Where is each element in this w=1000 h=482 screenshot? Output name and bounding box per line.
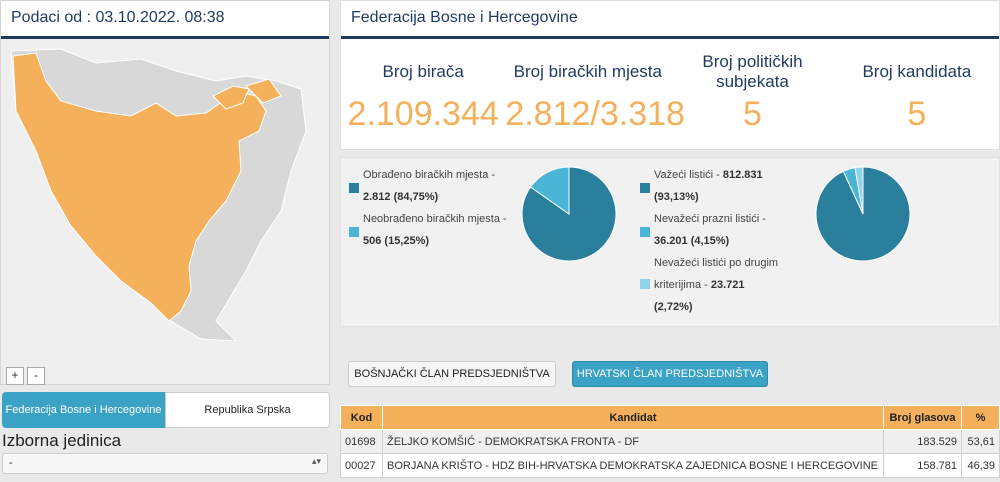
- electoral-unit-select[interactable]: - ▴▾: [2, 453, 328, 474]
- results-table: Kod Kandidat Broj glasova % 01698 ŽELJKO…: [340, 405, 1000, 478]
- col-header-percent[interactable]: %: [961, 405, 1000, 430]
- stat-value: 2.812/3.318: [505, 95, 685, 133]
- legend-empty-label: Nevažeći prazni listići -: [654, 213, 766, 225]
- stat-polling-stations: Broj biračkih mjesta 2.812/3.318: [505, 49, 685, 134]
- legend-processed-value: 2.812 (84,75%): [363, 191, 439, 203]
- cell-percent: 53,61: [961, 429, 1000, 454]
- legend-processed-label: Obrađeno biračkih mjesta -: [363, 169, 496, 181]
- legend-swatch-empty: [640, 227, 650, 237]
- legend-swatch-valid: [640, 183, 650, 193]
- legend-valid-label: Važeći listići - 812.831: [654, 169, 763, 181]
- cell-code: 00027: [340, 453, 383, 478]
- stat-value: 2.109.344: [347, 95, 499, 133]
- stat-label: Broj kandidata: [862, 62, 972, 81]
- processing-panel: Obrađeno biračkih mjesta - 2.812 (84,75%…: [340, 157, 1000, 327]
- cell-percent: 46,39: [961, 453, 1000, 478]
- pie-slice-unprocessed: [529, 166, 570, 215]
- legend-valid-pct: (93,13%): [654, 191, 699, 203]
- stat-candidates: Broj kandidata 5: [835, 49, 999, 134]
- stat-voters: Broj birača 2.109.344: [341, 49, 505, 134]
- legend-swatch-processed: [349, 183, 359, 193]
- bih-map[interactable]: [1, 41, 329, 341]
- tab-fbih[interactable]: Federacija Bosne i Hercegovine: [2, 392, 165, 428]
- stat-political-subjects: Broj političkih subjekata 5: [670, 49, 834, 134]
- data-timestamp: Podaci od : 03.10.2022. 08:38: [1, 1, 329, 39]
- cell-code: 01698: [340, 429, 383, 454]
- col-header-code[interactable]: Kod: [340, 405, 383, 430]
- electoral-unit-label: Izborna jedinica: [2, 431, 122, 450]
- bosniak-member-button[interactable]: BOŠNJAČKI ČLAN PREDSJEDNIŠTVA: [348, 361, 556, 387]
- table-row[interactable]: 01698 ŽELJKO KOMŠIĆ - DEMOKRATSKA FRONTA…: [340, 429, 1000, 454]
- cell-candidate: BORJANA KRIŠTO - HDZ BIH-HRVATSKA DEMOKR…: [382, 453, 884, 478]
- electoral-unit-select-value: -: [9, 457, 13, 469]
- tab-rs[interactable]: Republika Srpska: [165, 392, 330, 428]
- table-row[interactable]: 00027 BORJANA KRIŠTO - HDZ BIH-HRVATSKA …: [340, 453, 1000, 478]
- legend-unprocessed-value: 506 (15,25%): [363, 235, 430, 247]
- legend-empty-value: 36.201 (4,15%): [654, 235, 730, 247]
- entity-tabs: Federacija Bosne i Hercegovine Republika…: [2, 392, 330, 428]
- stat-label: Broj političkih subjekata: [702, 52, 803, 91]
- col-header-votes[interactable]: Broj glasova: [883, 405, 962, 430]
- legend-other-label-2: kriterijima - 23.721: [654, 279, 745, 291]
- zoom-in-button[interactable]: +: [6, 367, 24, 385]
- table-header-row: Kod Kandidat Broj glasova %: [340, 405, 1000, 430]
- summary-panel: Federacija Bosne i Hercegovine Broj bira…: [340, 0, 1000, 150]
- cell-candidate: ŽELJKO KOMŠIĆ - DEMOKRATSKA FRONTA - DF: [382, 429, 884, 454]
- stat-label: Broj birača: [382, 62, 464, 81]
- legend-unprocessed-label: Neobrađeno biračkih mjesta -: [363, 213, 507, 225]
- col-header-candidate[interactable]: Kandidat: [382, 405, 884, 430]
- legend-other-pct: (2,72%): [654, 301, 693, 313]
- croat-member-button[interactable]: HRVATSKI ČLAN PREDSJEDNIŠTVA: [572, 361, 768, 387]
- zoom-out-button[interactable]: -: [27, 367, 45, 385]
- pie-slice-other: [854, 166, 864, 215]
- pie-ballots: [815, 166, 911, 262]
- map-region-fbih-east[interactable]: [212, 85, 250, 110]
- cell-votes: 183.529: [883, 429, 962, 454]
- map-region-fbih-north[interactable]: [245, 78, 282, 104]
- cell-votes: 158.781: [883, 453, 962, 478]
- pie-polling-stations: [521, 166, 617, 262]
- stat-value: 5: [907, 95, 927, 133]
- select-arrows-icon: ▴▾: [311, 456, 321, 466]
- stat-label: Broj biračkih mjesta: [513, 62, 662, 81]
- legend-swatch-unprocessed: [349, 227, 359, 237]
- entity-title: Federacija Bosne i Hercegovine: [341, 1, 999, 39]
- map-panel: Podaci od : 03.10.2022. 08:38 + -: [0, 0, 330, 385]
- map-region-fbih[interactable]: [12, 52, 267, 322]
- legend-other-label: Nevažeći listići po drugim: [654, 257, 779, 269]
- legend-swatch-other: [640, 279, 650, 289]
- stat-value: 5: [743, 95, 762, 133]
